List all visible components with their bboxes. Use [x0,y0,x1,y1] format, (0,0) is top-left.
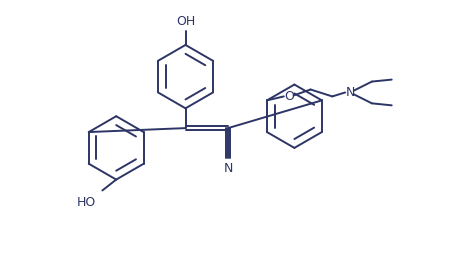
Text: N: N [345,86,355,99]
Text: O: O [284,90,294,103]
Text: N: N [223,162,233,175]
Text: OH: OH [176,15,195,28]
Text: HO: HO [77,197,96,209]
